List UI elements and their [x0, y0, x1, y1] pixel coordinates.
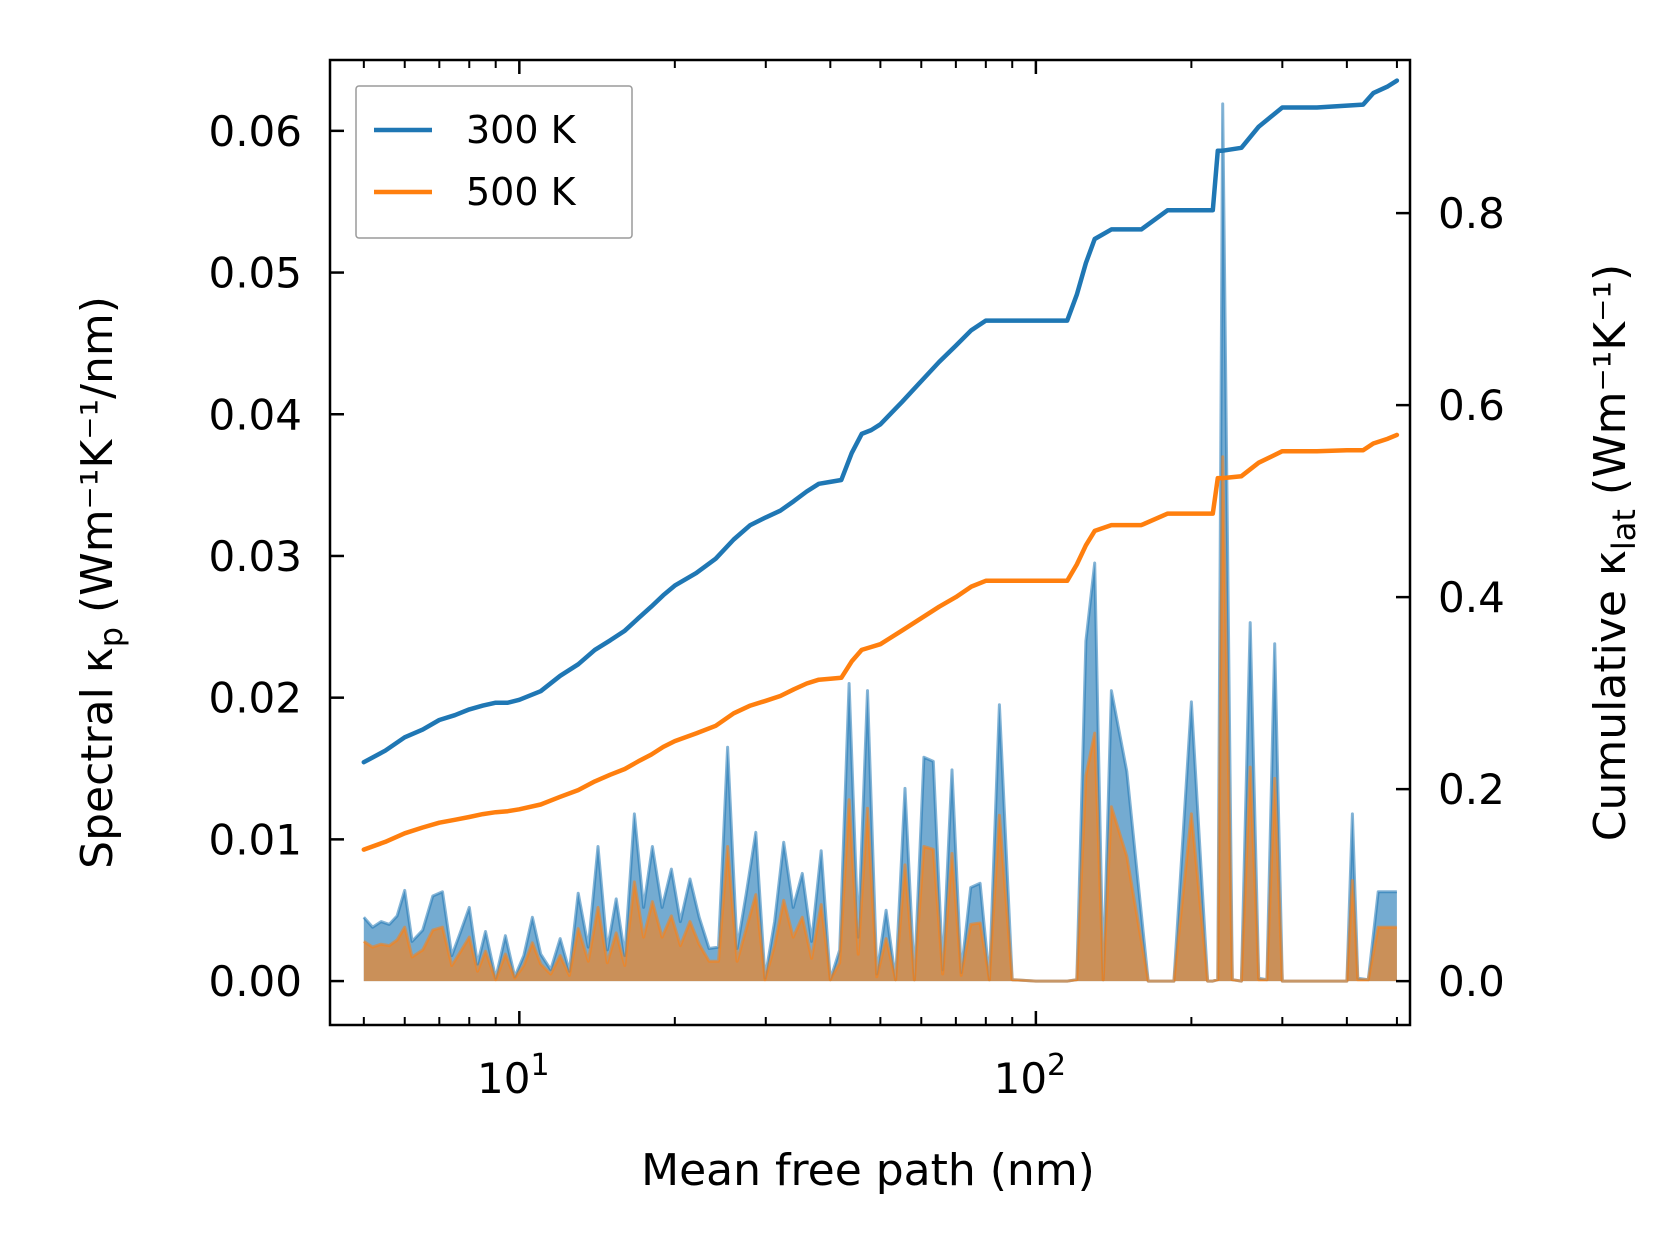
legend-box: [355, 85, 633, 239]
x-tick-label: 101: [477, 1048, 550, 1103]
x-tick-label: 102: [994, 1048, 1067, 1103]
legend-label: 500 K: [466, 170, 577, 214]
y-left-tick-label: 0.01: [208, 815, 302, 864]
y-right-axis-label: Cumulative κlat (Wm⁻¹K⁻¹): [1585, 264, 1643, 841]
y-left-axis-label: Spectral κp (Wm⁻¹K⁻¹/nm): [72, 296, 130, 869]
y-right-tick-label: 0.4: [1438, 573, 1505, 622]
cumulative-line-300k: [361, 78, 1400, 765]
y-right-tick-label: 0.2: [1438, 765, 1505, 814]
cumulative-layer: [361, 78, 1400, 852]
y-left-tick-label: 0.03: [208, 532, 302, 581]
legend-label: 300 K: [466, 108, 577, 152]
y-left-tick-label: 0.02: [208, 674, 302, 723]
y-left-tick-label: 0.05: [208, 249, 302, 298]
y-left-tick-label: 0.04: [208, 390, 302, 439]
plot-frame: [328, 58, 1412, 1027]
cumulative-line-500k: [361, 432, 1400, 852]
spectral-layer: [362, 102, 1397, 983]
y-right-tick-label: 0.6: [1438, 381, 1505, 430]
y-left-tick-label: 0.00: [208, 957, 302, 1006]
y-right-tick-label: 0.0: [1438, 957, 1505, 1006]
y-right-tick-label: 0.8: [1438, 189, 1505, 238]
x-axis-label: Mean free path (nm): [641, 1145, 1095, 1196]
axes-layer: 0.00 0.01 0.02 0.03 0.04 0.05 0.06 0.0 0.2 0.4 0.6…: [72, 58, 1643, 1196]
legend: 300 K 500 K: [355, 85, 633, 239]
y-left-tick-label: 0.06: [208, 107, 302, 156]
spectral-line-500k: [362, 455, 1397, 983]
